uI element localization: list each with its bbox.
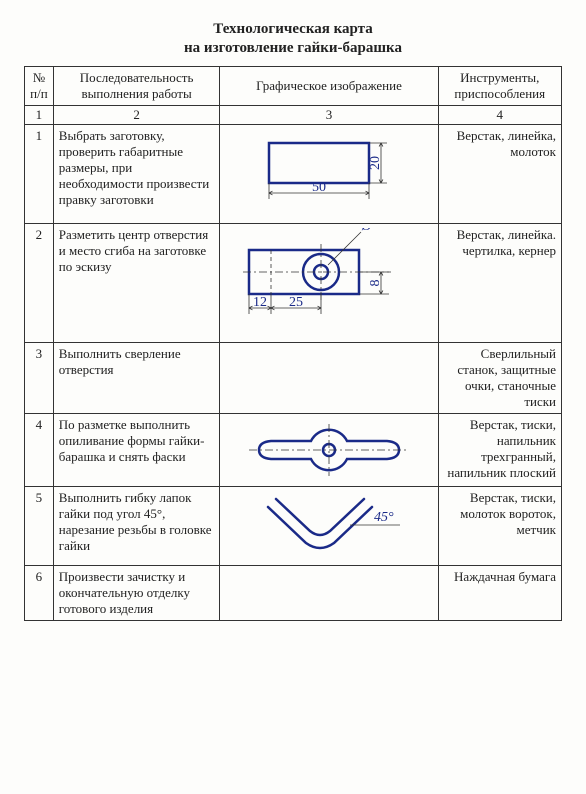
svg-text:45°: 45° [374,510,394,525]
row-work: По разметке выполнить опиливание формы г… [53,413,220,486]
row-tools: Наждачная бумага [438,565,561,620]
numrow-2: 2 [53,105,220,124]
svg-text:25: 25 [289,295,303,310]
svg-text:Ø: Ø [361,228,371,234]
row-num: 4 [25,413,54,486]
row-num: 2 [25,223,54,342]
table-row: 6 Произвести зачистку и окончательную от… [25,565,562,620]
row-graphic: 45° [220,486,438,565]
row-num: 5 [25,486,54,565]
row-tools: Верстак, тиски, молоток вороток, метчик [438,486,561,565]
row-graphic: Ø 12 25 8 [220,223,438,342]
svg-text:8: 8 [368,279,383,286]
row-tools: Сверлильный станок, защитные очки, стано… [438,342,561,413]
row-work: Выбрать заготовку, проверить габаритные … [53,124,220,223]
title-line1: Технологическая карта [213,21,372,37]
svg-text:50: 50 [312,180,326,195]
row-graphic [220,342,438,413]
row-tools: Верстак, тиски, напильник трехгранный, н… [438,413,561,486]
table-row: 1 Выбрать заготовку, проверить габаритны… [25,124,562,223]
header-graphic: Графическое изображение [220,66,438,105]
row-work: Выполнить сверление отверстия [53,342,220,413]
row-tools: Верстак, линейка. чертилка, кернер [438,223,561,342]
numrow-3: 3 [220,105,438,124]
table-row: 5 Выполнить гибку лапок гайки под угол 4… [25,486,562,565]
row-graphic [220,565,438,620]
row-num: 6 [25,565,54,620]
svg-text:12: 12 [253,295,267,310]
row-graphic: 50 20 [220,124,438,223]
numrow: 1 2 3 4 [25,105,562,124]
process-table: № п/п Последовательность выполнения рабо… [24,66,562,621]
numrow-4: 4 [438,105,561,124]
table-row: 4 По разметке выполнить опиливание формы… [25,413,562,486]
row-num: 1 [25,124,54,223]
title-line2: на изготовление гайки-барашка [184,40,402,56]
doc-title: Технологическая карта на изготовление га… [24,20,562,58]
header-num: № п/п [25,66,54,105]
numrow-1: 1 [25,105,54,124]
row-graphic [220,413,438,486]
row-work: Разметить центр отверстия и место сгиба … [53,223,220,342]
row-tools: Верстак, линейка, молоток [438,124,561,223]
row-num: 3 [25,342,54,413]
header-tools: Инструменты, приспособления [438,66,561,105]
row-work: Выполнить гибку лапок гайки под угол 45°… [53,486,220,565]
table-row: 3 Выполнить сверление отверстия Сверлиль… [25,342,562,413]
table-row: 2 Разметить центр отверстия и место сгиб… [25,223,562,342]
header-row: № п/п Последовательность выполнения рабо… [25,66,562,105]
header-work: Последовательность выполнения работы [53,66,220,105]
row-work: Произвести зачистку и окончательную отде… [53,565,220,620]
svg-text:20: 20 [368,156,383,170]
